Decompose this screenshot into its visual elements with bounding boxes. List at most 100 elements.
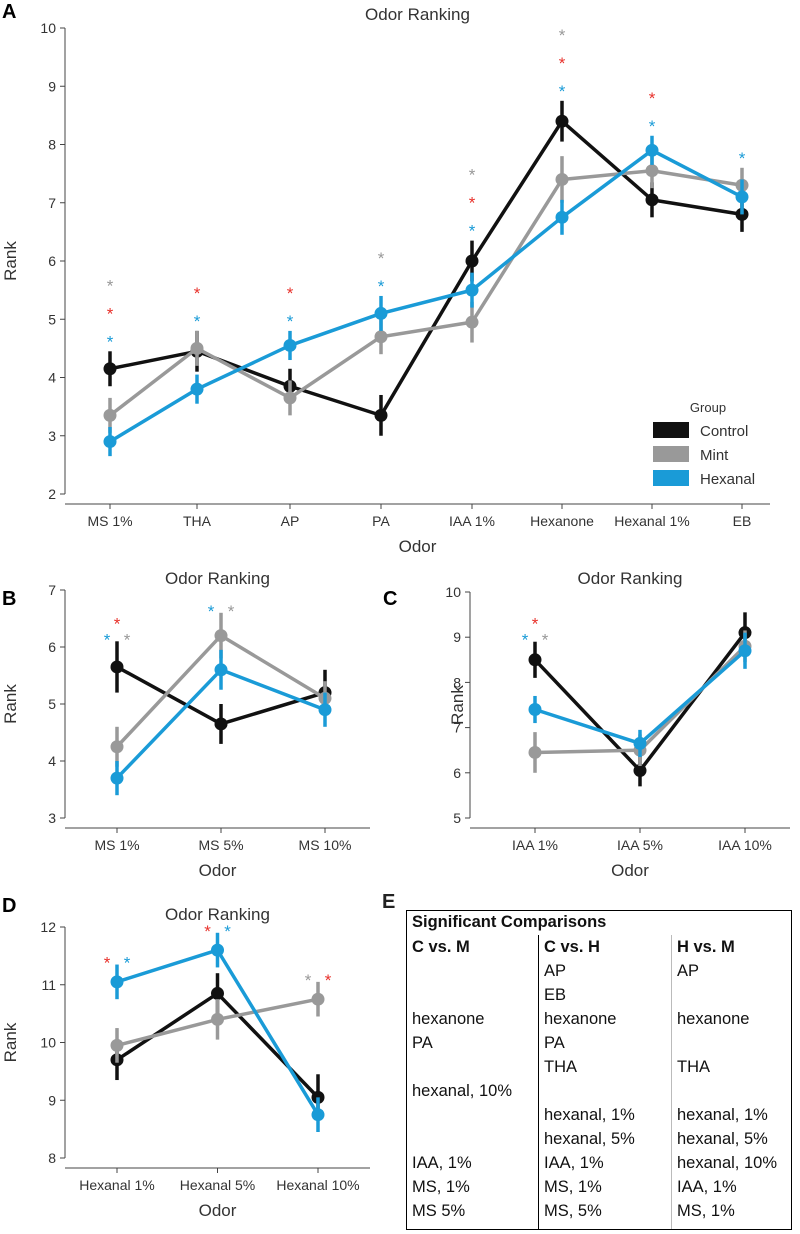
data-point-control (103, 362, 117, 376)
series-line-control (116, 991, 320, 1099)
data-point-hexanal (465, 283, 479, 297)
y-tick-label: 9 (453, 629, 461, 645)
y-tick-label: 8 (48, 1150, 56, 1166)
chart-title: Odor Ranking (365, 5, 470, 24)
table-cell (412, 1127, 538, 1151)
data-point-hexanal (311, 1108, 325, 1122)
significance-star: * (287, 284, 294, 303)
column-header: H vs. M (677, 938, 735, 956)
data-point-mint (211, 1012, 224, 1026)
x-tick-label: IAA 10% (718, 837, 772, 853)
significance-star: * (104, 630, 111, 649)
table-cell: MS, 1% (544, 1178, 602, 1196)
data-point-hexanal (735, 190, 749, 204)
table-cell: IAA, 1% (544, 1154, 604, 1172)
y-tick-label: 2 (48, 486, 56, 502)
data-point-mint (283, 391, 297, 405)
data-point-mint (465, 315, 479, 329)
x-tick-label: AP (281, 513, 300, 529)
table-cell: EB (544, 986, 567, 1004)
significance-star: * (649, 117, 656, 136)
data-point-hexanal (374, 306, 388, 320)
significance-star: * (532, 615, 539, 634)
table-cell: THA (544, 1058, 577, 1076)
table-column-c-vs-m: C vs. M hexanone PA hexanal, 10% IAA, 1% MS,… (412, 935, 538, 1229)
x-axis-label: Odor (199, 1201, 237, 1220)
significance-star: * (204, 922, 211, 941)
series-line-hexanal (109, 148, 743, 444)
chart-title: Odor Ranking (578, 569, 683, 588)
y-axis-label: Rank (1, 241, 20, 281)
data-point-mint (214, 629, 228, 643)
data-point-control (465, 254, 479, 268)
significance-star: * (522, 631, 529, 650)
table-cell (412, 1055, 538, 1079)
table-title: Significant Comparisons (412, 913, 607, 931)
significance-star: * (194, 284, 201, 303)
series-line-control (109, 119, 743, 418)
legend-swatch-hexanal (653, 470, 689, 486)
table-cell (677, 1031, 795, 1055)
table-cell (412, 959, 538, 983)
data-point-hexanal (214, 663, 228, 677)
y-tick-label: 10 (40, 20, 56, 36)
table-cell (412, 983, 538, 1007)
data-point-hexanal (633, 736, 647, 750)
significance-star: * (305, 971, 312, 990)
y-tick-label: 6 (453, 765, 461, 781)
y-tick-label: 12 (40, 919, 56, 935)
data-point-hexanal (110, 771, 124, 785)
y-tick-label: 3 (48, 810, 56, 826)
x-axis-label: Odor (399, 537, 437, 556)
legend-label: Mint (700, 447, 729, 464)
significance-star: * (107, 332, 114, 351)
y-tick-label: 9 (48, 78, 56, 94)
y-tick-label: 7 (453, 720, 461, 736)
table-cell (412, 1103, 538, 1127)
panel-b: B Odor Ranking 3 4 5 6 7 MS 1% MS 5% MS 10% Odor Ra… (1, 569, 370, 880)
significance-star: * (559, 82, 566, 101)
table-cell: hexanone (412, 1010, 485, 1028)
x-tick-label: MS 5% (198, 837, 243, 853)
y-tick-label: 7 (48, 582, 56, 598)
significance-star: * (378, 249, 385, 268)
table-cell: hexanal, 1% (677, 1106, 768, 1124)
table-cell: hexanal, 5% (544, 1130, 635, 1148)
y-tick-label: 6 (48, 639, 56, 655)
significance-star: * (739, 149, 746, 168)
data-point-control (214, 717, 228, 731)
significance-star: * (378, 277, 385, 296)
y-tick-label: 11 (41, 977, 56, 993)
x-tick-label: PA (372, 513, 390, 529)
data-point-control (528, 653, 542, 667)
significance-star: * (104, 954, 111, 973)
table-cell: MS 5% (412, 1202, 466, 1220)
y-axis-label: Rank (448, 685, 467, 725)
table-cell: hexanal, 5% (677, 1130, 768, 1148)
table-cell: PA (544, 1034, 565, 1052)
y-tick-label: 8 (48, 137, 56, 153)
data-point-hexanal (555, 210, 569, 224)
table-cell (677, 1079, 795, 1103)
data-point-control (110, 1053, 124, 1067)
data-point-hexanal (110, 975, 124, 989)
table-cell: hexanal, 10% (677, 1154, 777, 1172)
significance-table: Significant Comparisons C vs. M hexanone… (406, 910, 792, 1230)
y-tick-label: 7 (48, 195, 56, 211)
y-tick-label: 10 (40, 1035, 56, 1051)
data-point-control (311, 1090, 325, 1104)
table-cell: AP (544, 962, 567, 980)
significance-star: * (107, 276, 114, 295)
y-tick-label: 3 (48, 428, 56, 444)
legend-title: Group (690, 400, 726, 415)
data-point-hexanal (528, 703, 542, 717)
legend-swatch-control (653, 422, 689, 438)
table-cell: hexanal, 10% (412, 1082, 512, 1100)
panel-c: C Odor Ranking 5 6 7 8 9 10 IAA 1% IAA 5% IAA 10% O… (383, 569, 790, 880)
significance-star: * (559, 54, 566, 73)
x-tick-label: IAA 5% (617, 837, 663, 853)
x-tick-label: Hexanal 10% (276, 1177, 359, 1193)
series-line-hexanal (116, 948, 320, 1116)
panel-a: A Odor Ranking 2 3 4 5 6 7 8 9 10 MS 1% THA AP PA IAA 1… (1, 1, 770, 556)
y-tick-label: 10 (445, 584, 461, 600)
